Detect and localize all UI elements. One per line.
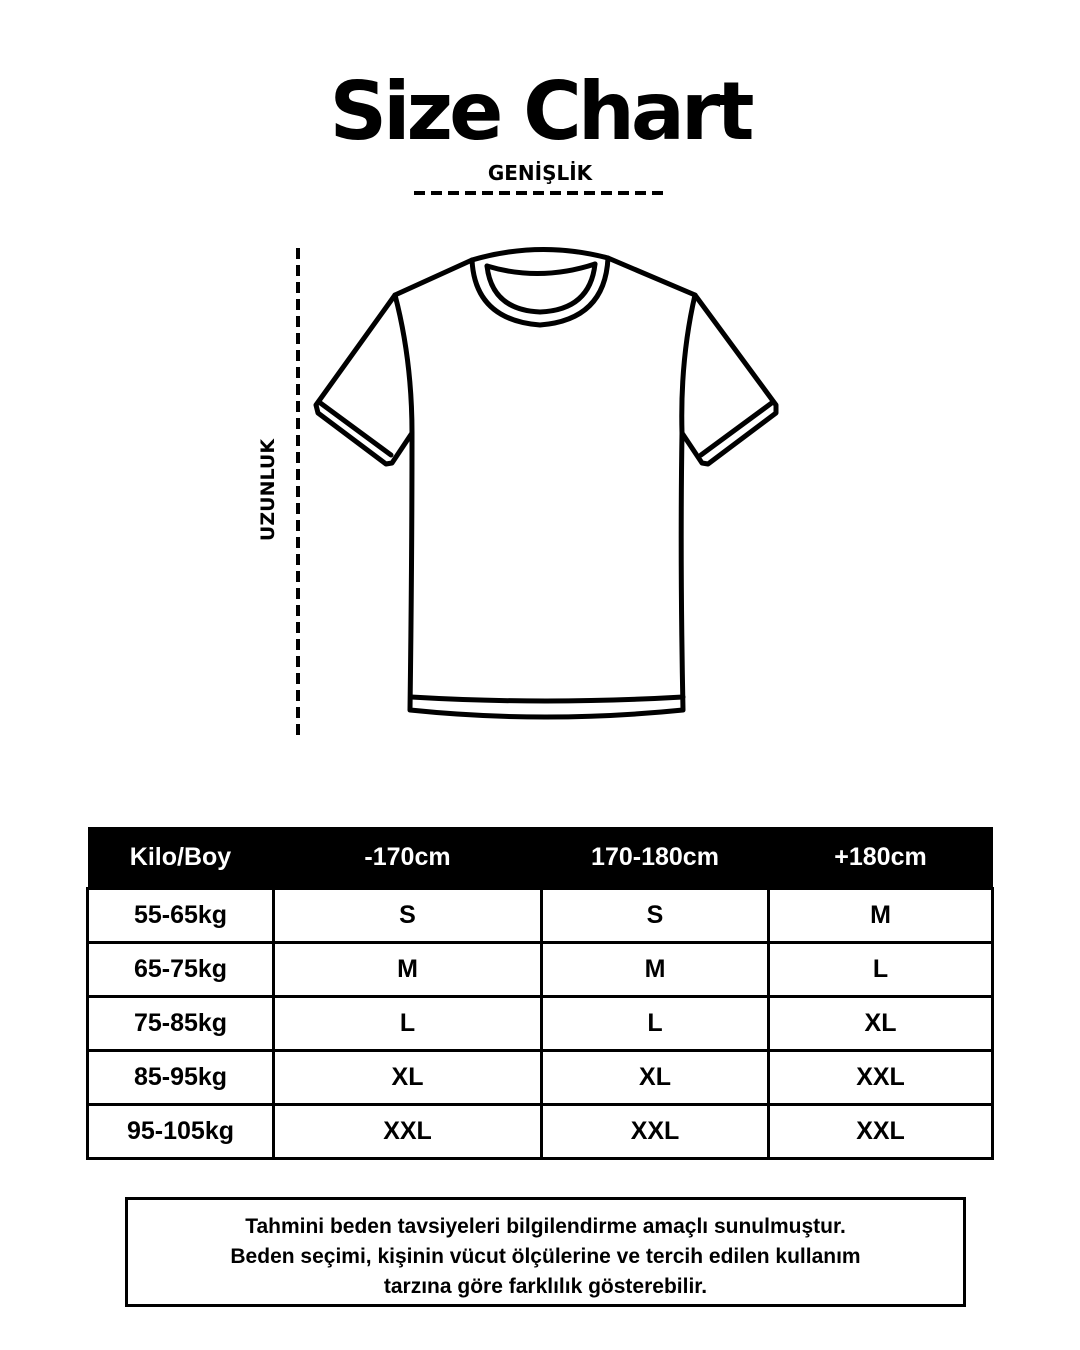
size-cell: XL	[540, 1049, 770, 1106]
size-cell: L	[272, 995, 543, 1052]
size-cell: L	[767, 941, 994, 998]
size-cell: XL	[272, 1049, 543, 1106]
weight-cell: 55-65kg	[86, 887, 275, 944]
weight-cell: 75-85kg	[86, 995, 275, 1052]
weight-cell: 85-95kg	[86, 1049, 275, 1106]
size-cell: XXL	[540, 1103, 770, 1160]
size-cell: M	[272, 941, 543, 998]
header-cell: Kilo/Boy	[87, 827, 274, 889]
header-cell: -170cm	[273, 827, 542, 889]
table-row: 55-65kg S S M	[86, 887, 994, 944]
size-cell: S	[272, 887, 543, 944]
size-cell: S	[540, 887, 770, 944]
size-cell: M	[540, 941, 770, 998]
weight-cell: 65-75kg	[86, 941, 275, 998]
table-header-row: Kilo/Boy -170cm 170-180cm +180cm	[87, 827, 993, 889]
t-shirt-illustration	[296, 191, 779, 740]
table-row: 65-75kg M M L	[86, 941, 994, 998]
t-shirt-icon	[313, 247, 779, 720]
size-cell: XXL	[767, 1049, 994, 1106]
table-row: 75-85kg L L XL	[86, 995, 994, 1052]
size-cell: L	[540, 995, 770, 1052]
width-label: GENİŞLİK	[487, 161, 593, 185]
note-line: Tahmini beden tavsiyeleri bilgilendirme …	[245, 1215, 846, 1238]
size-cell: XXL	[272, 1103, 543, 1160]
size-cell: M	[767, 887, 994, 944]
header-cell: +180cm	[768, 827, 993, 889]
header-cell: 170-180cm	[541, 827, 769, 889]
weight-cell: 95-105kg	[86, 1103, 275, 1160]
disclaimer-note: Tahmini beden tavsiyeleri bilgilendirme …	[125, 1197, 966, 1307]
table-row: 95-105kg XXL XXL XXL	[86, 1103, 994, 1160]
size-cell: XL	[767, 995, 994, 1052]
note-line: Beden seçimi, kişinin vücut ölçülerine v…	[230, 1245, 861, 1268]
size-cell: XXL	[767, 1103, 994, 1160]
size-table: Kilo/Boy -170cm 170-180cm +180cm 55-65kg…	[86, 827, 994, 1160]
page-title: Size Chart	[329, 65, 754, 158]
table-row: 85-95kg XL XL XXL	[86, 1049, 994, 1106]
note-line: tarzına göre farklılık gösterebilir.	[383, 1275, 708, 1298]
